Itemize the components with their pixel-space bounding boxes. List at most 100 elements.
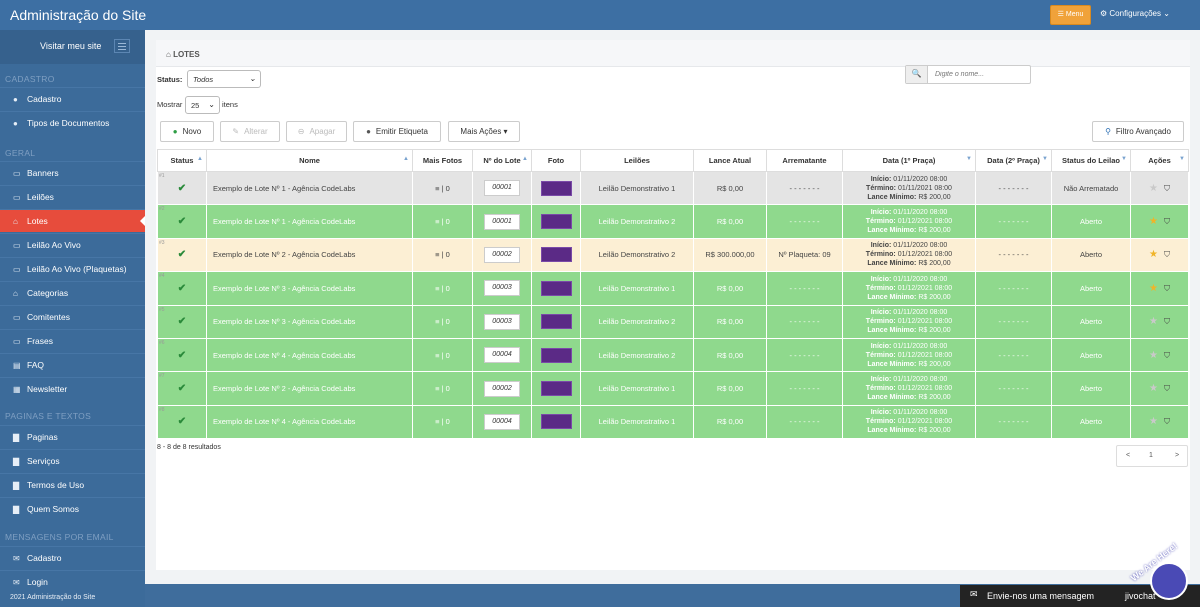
more-photos[interactable]: ≡ | 0 <box>412 237 473 273</box>
tags-icon[interactable]: ⛉ <box>1163 283 1170 293</box>
table-row[interactable]: #3 ✔ Exemplo de Lote Nº 2 - Agência CodeLa… <box>157 237 1189 273</box>
more-actions-button[interactable]: Mais Ações ▾ <box>448 121 520 142</box>
more-photos[interactable]: ≡ | 0 <box>412 404 473 440</box>
table-row[interactable]: #1 ✔ Exemplo de Lote Nº 1 - Agência CodeLa… <box>157 170 1189 206</box>
check-icon[interactable]: ✔ <box>177 416 187 428</box>
check-icon[interactable]: ✔ <box>177 282 187 294</box>
lot-number-input[interactable]: 00003 <box>484 313 520 330</box>
sidebar-item-termos-de-uso[interactable]: ▇ Termos de Uso <box>0 473 145 496</box>
sidebar-item-banners[interactable]: ▭ Banners <box>0 161 145 184</box>
star-icon[interactable]: ★ <box>1149 182 1158 194</box>
prev-page-button[interactable]: < <box>1126 452 1131 459</box>
more-photos[interactable]: ≡ | 0 <box>412 337 473 373</box>
new-button[interactable]: ● Novo <box>160 121 214 142</box>
sidebar-item-lotes[interactable]: ⌂ Lotes <box>0 209 146 232</box>
tags-icon[interactable]: ⛉ <box>1163 417 1170 427</box>
check-icon[interactable]: ✔ <box>177 182 187 194</box>
column-header[interactable]: Status ▲ <box>157 149 207 172</box>
column-header[interactable]: Leilões <box>580 149 694 172</box>
table-row[interactable]: #7 ✔ Exemplo de Lote Nº 2 - Agência CodeLa… <box>157 371 1189 406</box>
lot-number-input[interactable]: 00001 <box>484 180 520 197</box>
lot-number-input[interactable]: 00002 <box>484 380 520 397</box>
sort-icon[interactable]: ▼ <box>966 156 972 162</box>
lot-photo[interactable] <box>540 214 572 230</box>
sidebar-item-leil-o-ao-vivo[interactable]: ▭ Leilão Ao Vivo <box>0 233 145 256</box>
more-photos[interactable]: ≡ | 0 <box>412 170 473 206</box>
check-icon[interactable]: ✔ <box>177 383 187 395</box>
column-header[interactable]: Data (2º Praça) ▼ <box>975 149 1052 172</box>
column-header[interactable]: Mais Fotos <box>412 149 473 172</box>
print-label-button[interactable]: ● Emitir Etiqueta <box>353 121 441 142</box>
sidebar-item-frases[interactable]: ▭ Frases <box>0 329 145 352</box>
column-header[interactable]: Nome ▲ <box>206 149 413 172</box>
lot-number-input[interactable]: 00003 <box>484 280 520 297</box>
delete-button[interactable]: ⊖ Apagar <box>286 121 347 142</box>
sidebar-item-paginas[interactable]: ▇ Paginas <box>0 425 145 448</box>
lot-photo[interactable] <box>540 247 572 263</box>
star-icon[interactable]: ★ <box>1149 349 1158 361</box>
sidebar-item-newsletter[interactable]: ▦ Newsletter <box>0 377 145 400</box>
sort-icon[interactable]: ▲ <box>522 156 528 162</box>
star-icon[interactable]: ★ <box>1149 216 1158 228</box>
table-row[interactable]: #4 ✔ Exemplo de Lote Nº 3 - Agência CodeLa… <box>157 271 1189 306</box>
lot-photo[interactable] <box>540 381 572 397</box>
tags-icon[interactable]: ⛉ <box>1163 183 1170 193</box>
star-icon[interactable]: ★ <box>1149 416 1158 428</box>
column-header[interactable]: Nº do Lote ▲ <box>472 149 532 172</box>
table-row[interactable]: #5 ✔ Exemplo de Lote Nº 3 - Agência CodeLa… <box>157 304 1189 339</box>
column-header[interactable]: Arrematante <box>766 149 843 172</box>
check-icon[interactable]: ✔ <box>177 316 187 328</box>
status-select[interactable]: Todos ⌄ <box>187 70 261 88</box>
sidebar-item-categorias[interactable]: ⌂ Categorias <box>0 281 145 304</box>
tags-icon[interactable]: ⛉ <box>1163 217 1170 227</box>
check-icon[interactable]: ✔ <box>177 349 187 361</box>
star-icon[interactable]: ★ <box>1149 316 1158 328</box>
sidebar-item-comitentes[interactable]: ▭ Comitentes <box>0 305 145 328</box>
column-header[interactable]: Ações ▼ <box>1130 149 1189 172</box>
sort-icon[interactable]: ▲ <box>403 156 409 162</box>
menu-button[interactable]: ☰ Menu <box>1050 5 1091 25</box>
sidebar-item-tipos-de-documentos[interactable]: ● Tipos de Documentos <box>0 111 145 134</box>
search-input[interactable] <box>930 66 1030 83</box>
sidebar-item-cadastro[interactable]: ✉ Cadastro <box>0 546 145 569</box>
config-menu[interactable]: ⚙ Configurações ⌄ <box>1100 9 1170 18</box>
lot-number-input[interactable]: 00001 <box>484 213 520 230</box>
sidebar-item-servi-os[interactable]: ▇ Serviços <box>0 449 145 472</box>
more-photos[interactable]: ≡ | 0 <box>412 304 473 339</box>
next-page-button[interactable]: > <box>1175 452 1180 459</box>
sidebar-item-quem-somos[interactable]: ▇ Quem Somos <box>0 497 145 520</box>
column-header[interactable]: Lance Atual <box>693 149 767 172</box>
sidebar-item-leil-es[interactable]: ▭ Leilões <box>0 185 145 208</box>
visit-site[interactable]: Visitar meu site <box>0 30 145 64</box>
sidebar-item-faq[interactable]: ▤ FAQ <box>0 353 145 376</box>
column-header[interactable]: Data (1º Praça) ▼ <box>842 149 976 172</box>
more-photos[interactable]: ≡ | 0 <box>412 204 473 239</box>
lot-photo[interactable] <box>540 347 572 363</box>
tags-icon[interactable]: ⛉ <box>1163 350 1170 360</box>
more-photos[interactable]: ≡ | 0 <box>412 271 473 306</box>
edit-button[interactable]: ✎ Alterar <box>220 121 280 142</box>
chat-bubble-icon[interactable] <box>1150 562 1188 600</box>
page-1-button[interactable]: 1 <box>1149 452 1153 459</box>
lot-number-input[interactable]: 00002 <box>484 246 520 263</box>
column-header[interactable]: Foto <box>531 149 581 172</box>
lot-photo[interactable] <box>540 180 572 196</box>
check-icon[interactable]: ✔ <box>177 216 187 228</box>
tags-icon[interactable]: ⛉ <box>1163 317 1170 327</box>
star-icon[interactable]: ★ <box>1149 282 1158 294</box>
table-row[interactable]: #2 ✔ Exemplo de Lote Nº 1 - Agência CodeLa… <box>157 204 1189 239</box>
sidebar-item-login[interactable]: ✉ Login <box>0 570 145 593</box>
column-header[interactable]: Status do Leilao ▼ <box>1051 149 1131 172</box>
sidebar-toggle-icon[interactable] <box>114 39 130 53</box>
table-row[interactable]: #6 ✔ Exemplo de Lote Nº 4 - Agência CodeLa… <box>157 337 1189 373</box>
star-icon[interactable]: ★ <box>1149 383 1158 395</box>
lot-photo[interactable] <box>540 280 572 296</box>
lot-number-input[interactable]: 00004 <box>484 413 520 430</box>
more-photos[interactable]: ≡ | 0 <box>412 371 473 406</box>
sort-icon[interactable]: ▼ <box>1042 156 1048 162</box>
sidebar-item-cadastro[interactable]: ● Cadastro <box>0 87 145 110</box>
sort-icon[interactable]: ▼ <box>1179 156 1185 162</box>
tags-icon[interactable]: ⛉ <box>1163 250 1170 260</box>
visit-site-link[interactable]: Visitar meu site <box>40 41 102 51</box>
tags-icon[interactable]: ⛉ <box>1163 384 1170 394</box>
